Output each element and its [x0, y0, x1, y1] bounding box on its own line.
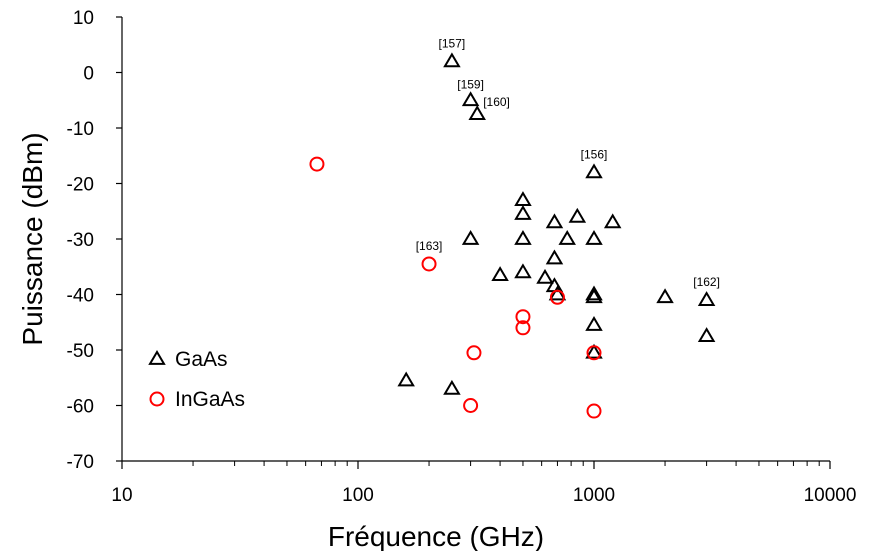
- legend-gaas-icon: [148, 350, 166, 365]
- gaas-point: [443, 379, 461, 395]
- gaas-point: [536, 268, 554, 284]
- x-tick-label: 10000: [804, 485, 857, 506]
- axis-titles: Fréquence (GHz) Puissance (dBm): [17, 132, 544, 551]
- annotation-label: [159]: [457, 77, 484, 91]
- legend-label: GaAs: [175, 348, 228, 371]
- y-tick-label: -70: [67, 452, 94, 473]
- annotation-label: [163]: [416, 239, 443, 253]
- gaas-point: [548, 285, 567, 301]
- y-tick-label: -40: [67, 286, 94, 307]
- ingaas-point: [463, 398, 479, 413]
- gaas-point: [545, 213, 564, 229]
- gaas-point: [585, 288, 603, 304]
- ingaas-point: [515, 309, 531, 325]
- gaas-point: [585, 316, 603, 331]
- ingaas-point: [466, 345, 482, 361]
- gaas-point: [443, 52, 461, 68]
- gaas-point: [568, 207, 587, 223]
- annotations: [157] [159] [160] [156] [163] [162]: [416, 36, 720, 289]
- gaas-point: [697, 291, 716, 306]
- ingaas-point: [515, 320, 531, 336]
- gaas-point: [545, 249, 564, 265]
- ingaas-point: [586, 403, 602, 419]
- annotation-label: [156]: [581, 147, 608, 161]
- y-tick-label: -10: [67, 119, 94, 140]
- gaas-point: [397, 371, 415, 387]
- gaas-point: [468, 105, 486, 121]
- x-axis-title: Fréquence (GHz): [328, 521, 544, 551]
- gaas-point: [514, 263, 532, 279]
- y-tick-label: -60: [67, 397, 94, 418]
- data-marks: [309, 52, 716, 419]
- ingaas-point: [421, 256, 437, 272]
- y-tick-label: 0: [83, 64, 94, 85]
- gaas-point: [585, 163, 603, 179]
- gaas-point: [585, 285, 603, 301]
- ingaas-point: [549, 289, 565, 305]
- annotation-label: [162]: [693, 275, 720, 289]
- x-tick-label: 100: [342, 485, 374, 506]
- legend: GaAs InGaAs: [148, 348, 245, 411]
- gaas-point: [585, 343, 603, 359]
- ingaas-point: [586, 345, 602, 361]
- y-axis-title: Puissance (dBm): [17, 132, 48, 345]
- annotation-label: [157]: [439, 36, 466, 50]
- gaas-point: [461, 230, 480, 245]
- gaas-point: [558, 230, 576, 245]
- gaas-point: [514, 191, 532, 207]
- y-tick-label: 10: [73, 8, 94, 29]
- axis-ticks: [116, 16, 831, 469]
- gaas-point: [656, 288, 674, 304]
- gaas-point: [697, 327, 716, 343]
- annotation-label: [160]: [483, 95, 510, 109]
- legend-ingaas-icon: [149, 391, 165, 407]
- x-tick-label: 1000: [573, 485, 615, 506]
- y-tick-label: -50: [67, 341, 94, 362]
- legend-label: InGaAs: [175, 388, 245, 411]
- gaas-point: [491, 266, 509, 281]
- gaas-point: [603, 213, 622, 229]
- y-tick-label: -20: [67, 175, 94, 196]
- ingaas-point: [309, 156, 325, 172]
- gaas-point: [461, 91, 480, 107]
- gaas-point: [514, 205, 532, 220]
- x-tick-label: 10: [111, 485, 132, 506]
- gaas-point: [585, 230, 603, 245]
- gaas-point: [514, 230, 532, 245]
- y-tick-label: -30: [67, 230, 94, 251]
